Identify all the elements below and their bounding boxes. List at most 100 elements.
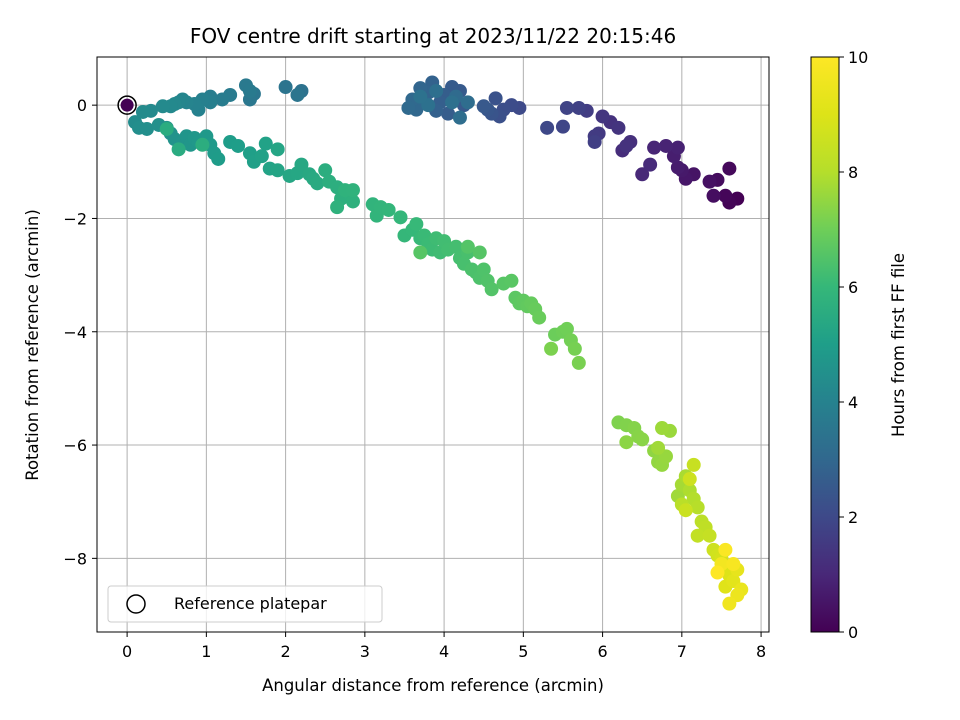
data-point [258, 136, 273, 151]
x-tick-label: 4 [439, 642, 449, 661]
data-point [270, 163, 285, 178]
chart-title: FOV centre drift starting at 2023/11/22 … [190, 24, 676, 48]
data-point [135, 104, 150, 119]
y-axis-label: Rotation from reference (arcmin) [23, 209, 42, 481]
data-point [330, 200, 345, 215]
colorbar-tick-label: 8 [848, 163, 858, 182]
data-point [452, 110, 467, 125]
reference-platepar-marker [117, 95, 137, 115]
data-point [571, 355, 586, 370]
data-point [555, 119, 570, 134]
y-tick-label: −6 [63, 436, 87, 455]
data-point [413, 245, 428, 260]
reference-data-point [120, 98, 134, 112]
plot-frame [96, 56, 770, 633]
colorbar-tick-label: 2 [848, 508, 858, 527]
data-point [567, 341, 582, 356]
data-point [472, 245, 487, 260]
data-point [682, 472, 697, 487]
data-point [171, 142, 186, 157]
data-point [159, 121, 174, 136]
legend-label: Reference platepar [174, 594, 327, 613]
data-point [488, 91, 503, 106]
x-tick-label: 5 [518, 642, 528, 661]
colorbar-tick-label: 0 [848, 623, 858, 642]
data-point [595, 109, 610, 124]
data-point [231, 138, 246, 153]
colorbar-tick-label: 4 [848, 393, 858, 412]
data-point [504, 273, 519, 288]
x-tick-label: 3 [360, 642, 370, 661]
data-point [460, 95, 475, 110]
data-point [587, 134, 602, 149]
x-tick-label: 2 [281, 642, 291, 661]
data-point [290, 87, 305, 102]
data-point [139, 121, 154, 136]
data-point [559, 321, 574, 336]
data-point [678, 503, 693, 518]
data-point [460, 239, 475, 254]
data-point [619, 435, 634, 450]
x-tick-label: 1 [201, 642, 211, 661]
y-tick-label: −4 [63, 323, 87, 342]
legend-marker [126, 594, 146, 614]
data-point [647, 140, 662, 155]
axes: 0 1 2 3 4 5 6 7 8 0 −2 −4 −6 −8 [63, 56, 770, 661]
data-point [310, 176, 325, 191]
data-point [619, 138, 634, 153]
data-point [718, 188, 733, 203]
data-point [702, 174, 717, 189]
data-point [710, 565, 725, 580]
data-point [686, 457, 701, 472]
data-point [345, 194, 360, 209]
data-point [211, 151, 226, 166]
data-point [559, 100, 574, 115]
data-point [484, 282, 499, 297]
data-point [345, 183, 360, 198]
y-tick-label: −8 [63, 549, 87, 568]
data-point [643, 157, 658, 172]
data-point [294, 157, 309, 172]
data-point [155, 99, 170, 114]
data-point [635, 432, 650, 447]
data-point [540, 120, 555, 135]
colorbar: 0 2 4 6 8 10 [810, 48, 868, 642]
data-point [441, 106, 456, 121]
data-point [195, 137, 210, 152]
data-point [381, 202, 396, 217]
x-tick-label: 0 [122, 642, 132, 661]
data-point [702, 528, 717, 543]
colorbar-gradient [810, 56, 840, 633]
legend-box [107, 585, 383, 623]
data-point [476, 99, 491, 114]
data-point [544, 341, 559, 356]
data-point [215, 92, 230, 107]
colorbar-tick-label: 10 [848, 48, 868, 67]
y-tick-label: 0 [77, 96, 87, 115]
data-point [445, 95, 460, 110]
data-point [635, 167, 650, 182]
data-point [690, 528, 705, 543]
colorbar-label: Hours from first FF file [889, 253, 908, 437]
data-point [409, 217, 424, 232]
x-tick-label: 6 [597, 642, 607, 661]
data-point [393, 210, 408, 225]
data-points [117, 75, 749, 611]
data-point [413, 89, 428, 104]
data-point [429, 83, 444, 98]
data-point [318, 163, 333, 178]
data-point [670, 140, 685, 155]
data-point [476, 262, 491, 277]
data-point [718, 542, 733, 557]
data-point [651, 440, 666, 455]
data-point [242, 83, 257, 98]
data-point [722, 596, 737, 611]
y-tick-label: −2 [63, 209, 87, 228]
colorbar-tick-label: 6 [848, 278, 858, 297]
data-point [611, 120, 626, 135]
data-point [254, 149, 269, 164]
data-point [658, 138, 673, 153]
data-point [655, 421, 670, 436]
data-point [571, 100, 586, 115]
